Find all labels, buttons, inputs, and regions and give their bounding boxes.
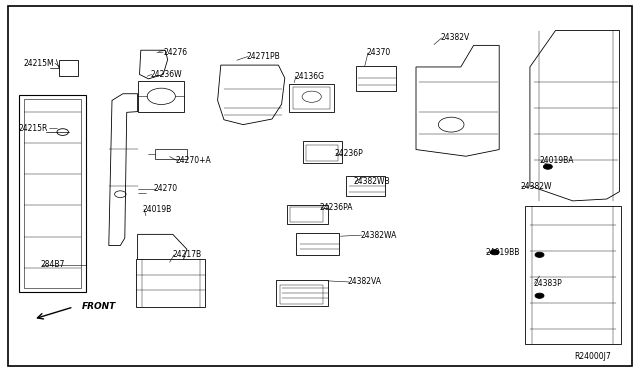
Text: 24270: 24270 xyxy=(154,184,178,193)
Bar xyxy=(276,280,328,306)
Text: R24000J7: R24000J7 xyxy=(575,352,611,361)
Text: 24270+A: 24270+A xyxy=(176,156,212,165)
Text: 24382WA: 24382WA xyxy=(360,231,397,240)
Bar xyxy=(136,259,205,307)
Bar xyxy=(19,95,86,292)
Text: 24019BA: 24019BA xyxy=(540,156,574,165)
Text: 24236W: 24236W xyxy=(150,70,182,79)
Bar xyxy=(280,285,323,304)
Circle shape xyxy=(535,293,544,298)
Bar xyxy=(289,84,334,112)
Text: 24236P: 24236P xyxy=(335,149,364,158)
Circle shape xyxy=(535,252,544,257)
Polygon shape xyxy=(109,94,138,246)
Polygon shape xyxy=(525,206,621,344)
Text: 24382W: 24382W xyxy=(520,182,552,191)
Bar xyxy=(155,149,187,159)
Text: 24215M: 24215M xyxy=(24,59,54,68)
Bar xyxy=(24,99,81,288)
Polygon shape xyxy=(530,31,620,201)
Polygon shape xyxy=(218,65,285,125)
Bar xyxy=(296,233,339,255)
Text: 284B7: 284B7 xyxy=(40,260,65,269)
Bar xyxy=(290,207,323,222)
Bar xyxy=(59,60,78,76)
Text: 24383P: 24383P xyxy=(533,279,562,288)
Text: 24217B: 24217B xyxy=(173,250,202,259)
Text: 24370: 24370 xyxy=(367,48,391,57)
Bar xyxy=(293,87,330,109)
Text: 24382V: 24382V xyxy=(440,33,470,42)
Text: 24236PA: 24236PA xyxy=(320,203,353,212)
Bar xyxy=(303,141,342,163)
Text: 24382WB: 24382WB xyxy=(354,177,390,186)
Bar xyxy=(356,66,396,91)
Circle shape xyxy=(543,164,552,169)
Bar xyxy=(346,176,385,196)
Polygon shape xyxy=(140,50,168,79)
Text: FRONT: FRONT xyxy=(82,302,116,311)
Polygon shape xyxy=(138,234,187,280)
Text: 24019BB: 24019BB xyxy=(485,248,520,257)
Circle shape xyxy=(490,250,499,255)
Text: 24136G: 24136G xyxy=(294,72,324,81)
Text: 24382VA: 24382VA xyxy=(348,278,381,286)
Text: 24019B: 24019B xyxy=(143,205,172,214)
Polygon shape xyxy=(416,45,499,156)
Bar xyxy=(306,145,338,161)
Bar xyxy=(138,81,184,112)
Text: 24276: 24276 xyxy=(163,48,188,57)
Text: 24215R: 24215R xyxy=(19,124,48,133)
Text: 24271PB: 24271PB xyxy=(246,52,280,61)
Bar xyxy=(287,205,328,224)
